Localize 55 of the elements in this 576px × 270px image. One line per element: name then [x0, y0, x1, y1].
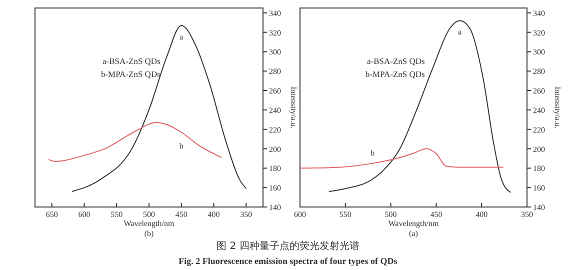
y-tick-label: 180	[269, 164, 281, 174]
x-tick-label: 350	[240, 210, 252, 219]
series-label: a	[180, 32, 184, 42]
x-tick-label: 400	[208, 210, 220, 219]
y-tick-label: 280	[269, 67, 281, 76]
line-series	[71, 24, 247, 192]
x-tick-label: 650	[46, 210, 58, 219]
caption: Fig. 2 Fluorescence emission spectra of four types of QDs	[178, 256, 398, 266]
y-tick-label: 200	[269, 144, 281, 154]
y-tick-label: 300	[533, 48, 545, 57]
y-tick-label: 320	[533, 28, 545, 38]
x-tick-label: 400	[476, 210, 488, 219]
x-tick-label: 500	[143, 210, 155, 219]
y-tick-label: 260	[533, 86, 545, 96]
y-tick-label: 220	[533, 125, 545, 134]
y-tick-label: 340	[269, 8, 281, 18]
series-label: b	[179, 141, 184, 150]
annotation: b-MPA-ZnS QDs	[365, 69, 425, 79]
y-axis-title: Intensity/a.u.	[289, 86, 298, 128]
annotation: a-BSA-ZnS QDs	[102, 56, 160, 66]
y-tick-label: 280	[533, 67, 545, 76]
y-tick-label: 300	[269, 48, 281, 57]
line-series	[300, 148, 504, 169]
text: (b)	[144, 229, 154, 238]
line-series	[328, 20, 512, 193]
annotation: b-MPA-ZnS QDs	[100, 69, 160, 79]
x-tick-label: 600	[78, 210, 90, 219]
y-tick-label: 240	[533, 106, 545, 115]
series-label: b	[370, 148, 375, 158]
y-tick-label: 140	[269, 203, 281, 212]
x-tick-label: 450	[175, 210, 188, 219]
x-tick-label: 550	[339, 210, 352, 219]
y-tick-label: 240	[269, 106, 281, 115]
x-tick-label: 550	[110, 210, 123, 219]
y-tick-label: 340	[533, 8, 545, 18]
x-tick-label: 500	[384, 210, 397, 219]
y-axis-title: Intensity/a.u.	[553, 86, 562, 128]
y-tick-label: 220	[269, 125, 281, 134]
x-tick-label: 450	[430, 210, 442, 219]
y-tick-label: 260	[269, 86, 281, 96]
line-series	[48, 122, 222, 162]
y-tick-label: 180	[533, 164, 545, 174]
annotation: a-BSA-ZnS QDs	[366, 56, 425, 66]
x-axis-title: Wavelength/nm	[124, 219, 176, 228]
y-tick-label: 140	[533, 203, 545, 212]
y-tick-label: 200	[533, 144, 545, 154]
caption: 图 2 四种量子点的荧光发射光谱	[216, 240, 360, 252]
text: (a)	[409, 229, 418, 238]
x-tick-label: 600	[294, 210, 306, 219]
y-tick-label: 160	[533, 184, 545, 193]
y-tick-label: 320	[269, 28, 281, 38]
x-axis-title: Wavelength/nm	[388, 219, 440, 228]
y-tick-label: 160	[269, 184, 281, 193]
series-label: a	[458, 28, 462, 37]
x-tick-label: 350	[521, 210, 533, 219]
